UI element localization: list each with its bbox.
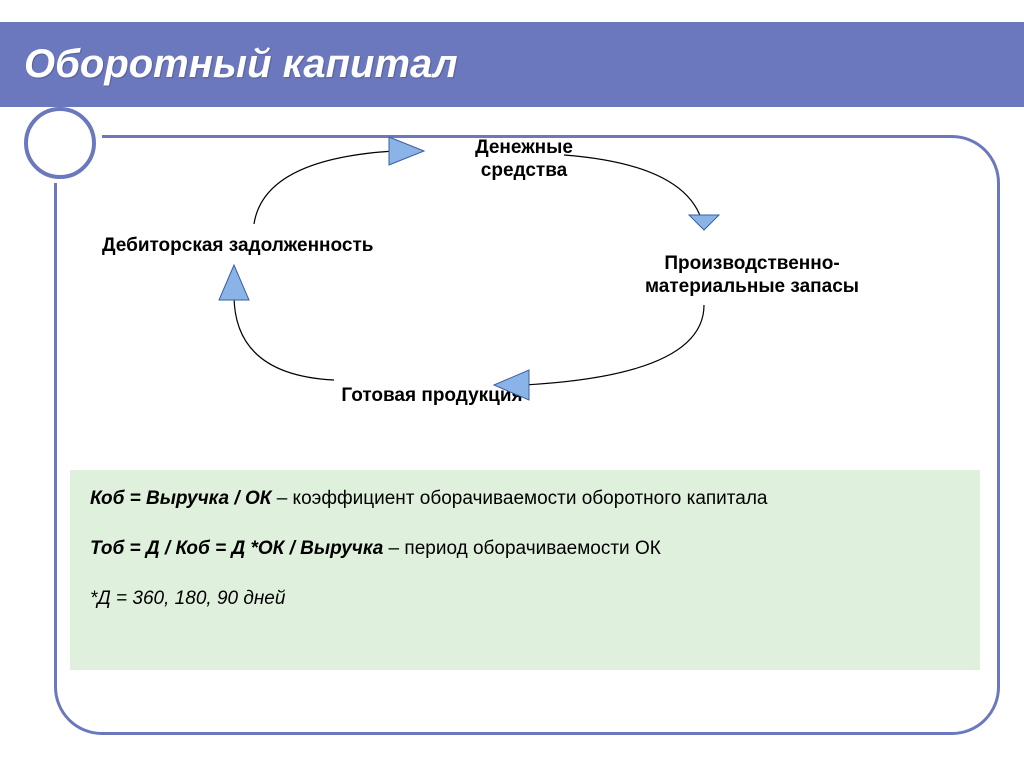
- formula-tob-desc: – период оборачиваемости ОК: [383, 538, 661, 559]
- arrow-cash-to-inventory: [554, 145, 754, 265]
- title-band: Оборотный капитал: [0, 22, 1024, 107]
- formula-box: Коб = Выручка / ОК – коэффициент оборачи…: [70, 470, 980, 670]
- cycle-diagram: Денежные средства Производственно- матер…: [54, 135, 1000, 455]
- arrow-receivables-to-cash: [244, 139, 434, 239]
- arrow-inventory-to-goods: [484, 295, 744, 415]
- formula-kob-desc: – коэффициент оборачиваемости оборотного…: [271, 488, 767, 509]
- formula-kob: Коб = Выручка / ОК – коэффициент оборачи…: [90, 488, 960, 510]
- slide: Оборотный капитал Денежные средства Прои…: [0, 0, 1024, 767]
- formula-days-text: *Д = 360, 180, 90 дней: [90, 588, 285, 609]
- arrow-goods-to-receivables: [214, 255, 384, 395]
- bullet-disc: [24, 107, 96, 179]
- formula-tob: Тоб = Д / Коб = Д *ОК / Выручка – период…: [90, 538, 960, 560]
- formula-kob-bold: Коб = Выручка / ОК: [90, 488, 271, 509]
- page-title: Оборотный капитал: [24, 42, 458, 87]
- formula-tob-bold: Тоб = Д / Коб = Д *ОК / Выручка: [90, 538, 383, 559]
- node-inventory-line2: материальные запасы: [645, 276, 859, 297]
- formula-days: *Д = 360, 180, 90 дней: [90, 588, 960, 610]
